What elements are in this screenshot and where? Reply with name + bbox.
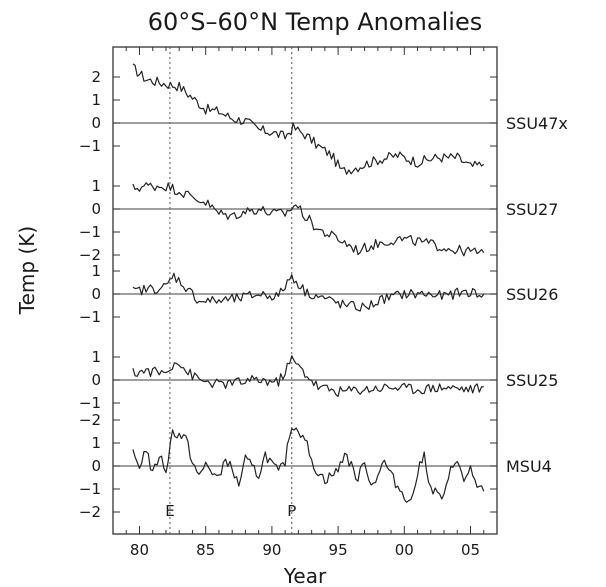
series-panel-ssu26: 1 0 −1 SSU26 xyxy=(79,262,559,326)
event-label-p: P xyxy=(287,502,296,520)
x-tick-label: 90 xyxy=(262,541,281,559)
series-label-ssu47x: SSU47x xyxy=(506,114,568,133)
series-line-ssu25 xyxy=(132,355,484,397)
y-tick-label: 2 xyxy=(91,68,101,86)
chart-title: 60°S–60°N Temp Anomalies xyxy=(148,8,483,36)
series-line-msu4 xyxy=(132,427,485,503)
y-axis-label: Temp (K) xyxy=(15,226,39,315)
x-tick-label: 85 xyxy=(196,541,215,559)
y-tick-label: −1 xyxy=(79,223,101,241)
series-label-msu4: MSU4 xyxy=(506,457,552,476)
x-axis: 80 85 90 95 00 05 xyxy=(125,47,485,559)
series-line-ssu27 xyxy=(132,182,485,257)
y-tick-label: −2 xyxy=(79,246,101,264)
y-tick-label: −2 xyxy=(79,411,101,429)
series-label-ssu25: SSU25 xyxy=(506,371,558,390)
event-label-e: E xyxy=(165,502,174,520)
y-tick-label: −1 xyxy=(79,394,101,412)
series-panels: 210−1SSU47x10−1−2SSU2710−1SSU2610−1SSU25… xyxy=(79,63,568,521)
plot-frame xyxy=(112,46,498,535)
y-tick-label: 1 xyxy=(91,434,101,452)
series-label-ssu26: SSU26 xyxy=(506,285,558,304)
series-label-ssu27: SSU27 xyxy=(506,200,558,219)
x-tick-label: 80 xyxy=(130,541,149,559)
x-axis-label: Year xyxy=(283,564,327,587)
series-panel-ssu47x: 2 1 0 −1 SSU47x xyxy=(79,63,568,175)
series-line-ssu26 xyxy=(132,272,485,312)
x-tick-label: 00 xyxy=(395,541,414,559)
y-tick-label: 0 xyxy=(91,114,101,132)
x-tick-label: 05 xyxy=(461,541,480,559)
y-tick-label: 0 xyxy=(91,200,101,218)
y-tick-label: 0 xyxy=(91,457,101,475)
series-panel-ssu25: 1 0 −1 SSU25 xyxy=(79,348,559,412)
y-tick-label: −1 xyxy=(79,480,101,498)
y-tick-label: 0 xyxy=(91,285,101,303)
y-tick-label: −1 xyxy=(79,137,101,155)
y-tick-label: 1 xyxy=(91,91,101,109)
y-tick-label: 1 xyxy=(91,348,101,366)
y-tick-label: 1 xyxy=(91,177,101,195)
y-tick-label: 1 xyxy=(91,262,101,280)
series-panel-ssu27: 1 0 −1 −2 SSU27 xyxy=(79,177,559,264)
y-tick-label: −1 xyxy=(79,308,101,326)
series-line-ssu47x xyxy=(132,63,485,175)
series-panel-msu4: −2 1 0 −1 −2 MSU4 xyxy=(79,411,552,521)
x-tick-label: 95 xyxy=(329,541,348,559)
y-tick-label: −2 xyxy=(79,503,101,521)
y-tick-label: 0 xyxy=(91,371,101,389)
